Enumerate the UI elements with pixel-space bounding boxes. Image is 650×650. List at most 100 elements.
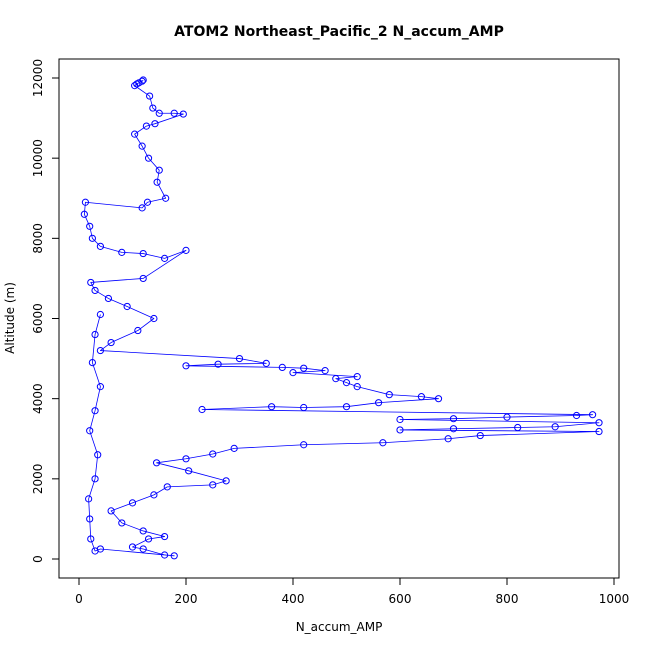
series-layer (80, 76, 603, 560)
data-point (514, 423, 522, 432)
x-axis-label: N_accum_AMP (296, 620, 383, 634)
y-axis: 0 2000 4000 6000 8000 10000 12000 (31, 59, 59, 563)
data-point (104, 294, 113, 303)
x-tick-label: 600 (389, 592, 412, 606)
data-point (300, 441, 308, 449)
data-point (91, 547, 99, 555)
data-point (209, 481, 217, 489)
data-point (118, 519, 126, 527)
data-point (155, 166, 163, 174)
data-point (96, 346, 105, 355)
data-point (262, 359, 270, 367)
data-point (131, 130, 139, 138)
data-point (396, 415, 404, 424)
data-point (151, 120, 159, 128)
data-point (131, 82, 139, 90)
y-tick-label: 6000 (31, 303, 45, 334)
data-point (332, 375, 340, 383)
data-point (128, 543, 137, 551)
data-point (161, 532, 169, 541)
data-point (143, 198, 152, 206)
data-point (503, 413, 511, 421)
data-point (182, 246, 190, 254)
data-point (96, 242, 105, 250)
data-point (81, 198, 90, 206)
data-point (80, 210, 88, 218)
data-point (185, 467, 193, 475)
data-point (321, 367, 329, 375)
data-point (144, 535, 153, 543)
series-line (83, 79, 600, 557)
y-axis-label: Altitude (m) (3, 282, 17, 354)
data-point (300, 364, 308, 372)
data-point (353, 383, 361, 391)
data-point (222, 477, 230, 485)
data-point (139, 545, 147, 553)
chart-title: ATOM2 Northeast_Pacific_2 N_accum_AMP (174, 24, 504, 40)
y-tick-label: 8000 (31, 223, 45, 254)
data-point (595, 427, 603, 436)
data-point (300, 403, 308, 412)
data-point (150, 314, 158, 323)
x-tick-label: 200 (175, 592, 198, 606)
data-point (230, 444, 238, 452)
data-point (94, 451, 102, 459)
data-point (198, 405, 206, 414)
data-point (128, 499, 137, 507)
y-tick-label: 0 (31, 555, 45, 563)
data-point (353, 373, 361, 381)
data-point (385, 391, 393, 399)
data-point (182, 455, 190, 463)
y-tick-label: 2000 (31, 464, 45, 495)
data-point (551, 423, 559, 431)
x-tick-label: 1000 (599, 592, 630, 606)
data-point (214, 360, 222, 368)
x-tick-label: 0 (75, 592, 83, 606)
data-point (278, 363, 286, 371)
data-point (96, 383, 105, 391)
data-point (162, 194, 170, 202)
data-point (91, 286, 99, 295)
data-point (209, 450, 217, 458)
data-point (146, 92, 154, 100)
data-point (138, 142, 146, 150)
data-point (139, 274, 147, 283)
data-point (86, 515, 94, 523)
data-point (235, 354, 244, 363)
data-point (163, 483, 171, 491)
data-point (449, 425, 458, 433)
data-point (572, 411, 581, 420)
data-point (153, 178, 161, 186)
data-point (144, 154, 153, 162)
data-point (88, 234, 96, 242)
data-point (139, 249, 147, 258)
x-axis: 0 200 400 600 800 1000 (75, 578, 629, 606)
data-point (342, 403, 351, 411)
data-point (91, 330, 99, 339)
data-point (170, 552, 178, 560)
data-point (149, 104, 157, 112)
data-point (123, 302, 131, 311)
y-tick-label: 4000 (31, 383, 45, 414)
data-point (289, 369, 297, 377)
data-point (85, 495, 93, 503)
data-point (87, 278, 95, 287)
data-point (379, 439, 387, 447)
data-point (133, 80, 141, 88)
data-point (342, 379, 351, 387)
y-tick-label: 12000 (31, 59, 45, 97)
data-point (139, 527, 147, 535)
data-point (434, 395, 443, 403)
data-point (138, 204, 146, 212)
x-tick-label: 800 (496, 592, 519, 606)
data-point (142, 122, 151, 130)
y-tick-label: 10000 (31, 139, 45, 177)
data-point (417, 393, 425, 401)
data-point (91, 475, 99, 483)
data-point (96, 310, 105, 319)
data-point (476, 431, 484, 440)
data-point (86, 427, 94, 435)
x-tick-label: 400 (282, 592, 305, 606)
